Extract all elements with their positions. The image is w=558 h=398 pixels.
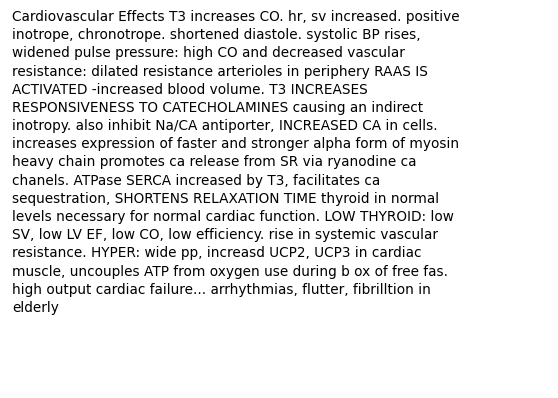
Text: Cardiovascular Effects T3 increases CO. hr, sv increased. positive
inotrope, chr: Cardiovascular Effects T3 increases CO. …	[12, 10, 460, 315]
